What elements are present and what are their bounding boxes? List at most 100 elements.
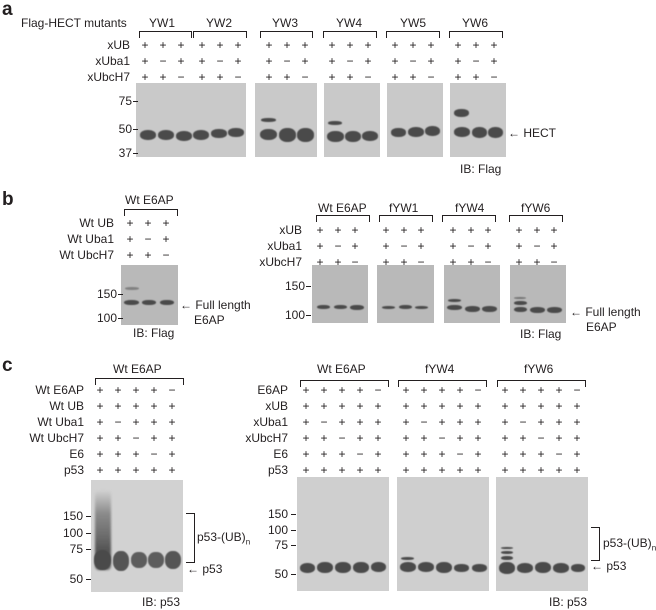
ub-bracket [591, 527, 600, 561]
row-label-wt-uba1: Wt Uba1 [67, 232, 114, 246]
lane-sign: + [573, 415, 581, 429]
lane-sign: + [356, 399, 364, 413]
lane-sign: + [126, 248, 134, 262]
lane-sign: − [420, 415, 428, 429]
row-label: xUba1 [253, 415, 288, 429]
marker-100: 100 [96, 311, 117, 325]
lane-sign: + [382, 255, 390, 269]
lane-sign: + [382, 223, 390, 237]
lane-sign: + [537, 463, 545, 477]
lane-sign: + [391, 70, 399, 84]
lane-sign: + [216, 38, 224, 52]
lane-sign: + [449, 239, 457, 253]
marker-100: 100 [62, 526, 83, 540]
lane-sign: + [484, 239, 492, 253]
e6ap-label-right: E6AP [586, 320, 617, 334]
panel-a-row-title: Flag-HECT mutants [21, 16, 127, 30]
lane-sign: + [501, 431, 509, 445]
lane-sign: − [472, 54, 480, 68]
ib-label-b-right: IB: Flag [520, 327, 562, 341]
lane-sign: + [402, 415, 410, 429]
lane-sign: + [555, 431, 563, 445]
lane-sign: + [484, 223, 492, 237]
lane-sign: + [573, 447, 581, 461]
lane-sign: + [320, 447, 328, 461]
lane-sign: + [302, 431, 310, 445]
group-label-fyw1: fYW1 [389, 201, 419, 215]
blot-yw1-yw2 [136, 83, 246, 157]
blot-b-fyw4 [444, 265, 500, 323]
lane-sign: + [338, 415, 346, 429]
lane-sign: + [114, 431, 122, 445]
ib-label-c-left: IB: p53 [142, 595, 181, 609]
lane-sign: + [168, 463, 176, 477]
lane-sign: + [374, 463, 382, 477]
lane-sign: + [328, 70, 336, 84]
lane-sign: + [374, 447, 382, 461]
lane-sign: + [374, 415, 382, 429]
lane-sign: + [356, 463, 364, 477]
row-label-xub: xUB [279, 223, 302, 237]
lane-sign: + [302, 447, 310, 461]
lane-sign: + [490, 54, 498, 68]
lane-sign: + [467, 223, 475, 237]
lane-sign: + [573, 399, 581, 413]
lane-sign: − [144, 232, 152, 246]
lane-sign: + [420, 463, 428, 477]
lane-sign: − [417, 255, 425, 269]
row-label: p53 [267, 463, 288, 477]
lane-sign: + [427, 38, 435, 52]
group-label-yw2: YW2 [206, 16, 233, 30]
lane-sign: + [150, 431, 158, 445]
lane-sign: − [550, 255, 558, 269]
marker-150: 150 [284, 279, 305, 293]
lane-sign: + [126, 232, 134, 246]
lane-sign: − [334, 239, 342, 253]
group-label-yw6: YW6 [462, 16, 489, 30]
row-label: Wt UB [49, 399, 84, 413]
lane-sign: + [114, 399, 122, 413]
lane-sign: − [438, 431, 446, 445]
lane-sign: + [96, 399, 104, 413]
blot-b-wt-e6ap [121, 265, 178, 325]
lane-sign: + [402, 447, 410, 461]
group-label-wt-e6ap: Wt E6AP [113, 362, 162, 376]
lane-sign: + [114, 447, 122, 461]
marker-50: 50 [118, 122, 132, 136]
lane-sign: + [474, 447, 482, 461]
lane-sign: + [555, 399, 563, 413]
lane-sign: + [320, 399, 328, 413]
lane-sign: − [400, 239, 408, 253]
lane-sign: + [501, 383, 509, 397]
row-label: xUbcH7 [245, 431, 288, 445]
group-bracket [95, 378, 184, 385]
group-bracket [139, 31, 192, 38]
lane-sign: + [501, 463, 509, 477]
lane-sign: − [159, 54, 167, 68]
group-bracket [442, 215, 496, 222]
lane-sign: + [168, 415, 176, 429]
lane-sign: − [573, 383, 581, 397]
row-label: Wt E6AP [35, 383, 84, 397]
row-label-xuba1: xUba1 [95, 54, 130, 68]
lane-sign: + [356, 415, 364, 429]
group-label-wt-e6ap: Wt E6AP [317, 362, 366, 376]
blot-yw5 [387, 83, 443, 157]
p53-band-label-left: ← p53 [187, 562, 223, 576]
lane-sign: + [141, 70, 149, 84]
lane-sign: + [141, 54, 149, 68]
lane-sign: + [338, 399, 346, 413]
marker-75: 75 [118, 94, 132, 108]
lane-sign: + [316, 255, 324, 269]
lane-sign: + [438, 447, 446, 461]
group-bracket [193, 31, 247, 38]
lane-sign: − [168, 383, 176, 397]
marker-150: 150 [96, 287, 117, 301]
blot-c-fyw4 [397, 477, 489, 591]
lane-sign: + [420, 447, 428, 461]
lane-sign: − [301, 70, 309, 84]
ib-label-b-left: IB: Flag [133, 326, 175, 340]
group-label-yw1: YW1 [149, 16, 176, 30]
row-label: E6AP [257, 383, 288, 397]
lane-sign: − [364, 70, 372, 84]
